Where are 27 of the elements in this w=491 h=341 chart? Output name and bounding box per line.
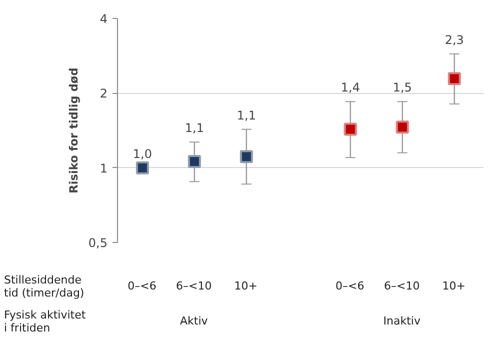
x-tick-label: 10+ [442,280,466,294]
x-tick-label: 6–<10 [384,280,420,294]
data-label: 1,5 [392,80,412,95]
text: Fysisk aktivitet i fritiden [4,308,86,335]
point [136,161,149,174]
x-tick-label: 6–<10 [176,280,212,294]
point [448,72,461,86]
x-tick-label: 0–<6 [336,280,364,294]
point [344,122,357,136]
data-label: 1,4 [340,80,360,95]
y-tick-label: 1 [100,161,108,176]
text: Aktiv [180,314,208,328]
y-tick-label: 0,5 [88,236,108,250]
y-tick-label: 2 [100,86,108,101]
y-axis-title: Risiko for tidlig død [66,68,80,194]
point [240,150,253,164]
data-label: 1,1 [184,121,204,136]
x-tick-label: 10+ [234,280,258,294]
data-label: 1,0 [132,146,152,161]
text: Stillesiddende tid (timer/dag) [4,273,84,300]
text: Inaktiv [383,314,420,328]
point [396,120,409,134]
point [188,155,201,168]
data-label: 1,1 [236,108,256,122]
data-label: 2,3 [444,32,464,47]
y-tick-label: 4 [100,12,108,26]
x-tick-label: 0–<6 [128,280,156,294]
